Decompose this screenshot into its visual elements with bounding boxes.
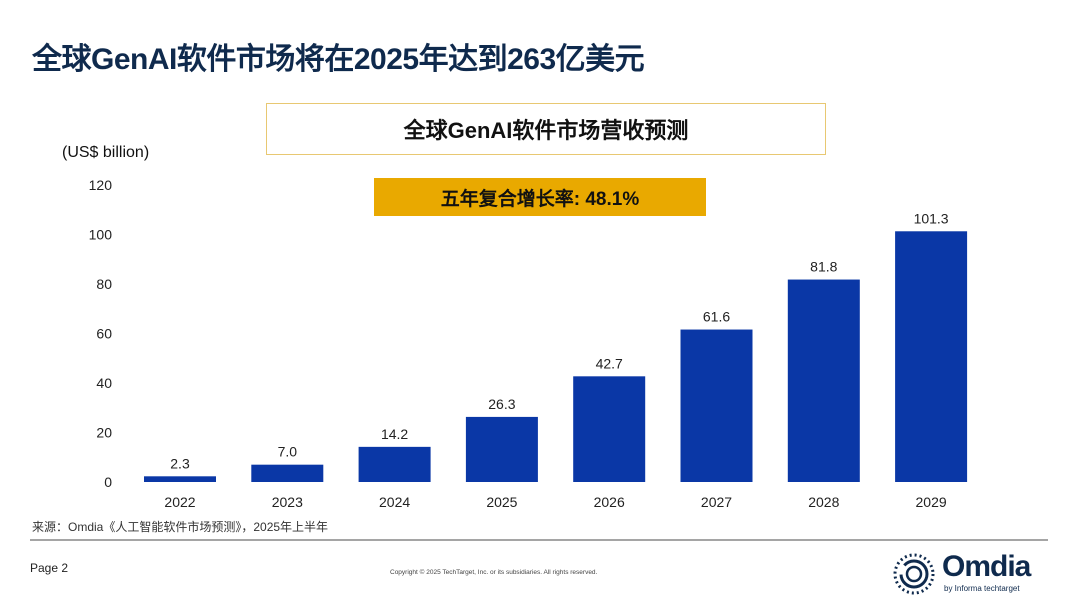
bar-2023 xyxy=(251,464,324,482)
data-label: 26.3 xyxy=(488,396,515,412)
logo-wordmark: Omdia xyxy=(942,550,1031,583)
footer-divider xyxy=(30,539,1048,541)
y-tick-label: 20 xyxy=(96,425,112,441)
bar-2027 xyxy=(680,329,753,482)
x-tick-label: 2025 xyxy=(486,494,517,510)
bar-chart: 0 20 40 60 80 100 120 2.3 2022 7.0 2023 14.2 2024 26.… xyxy=(89,177,968,510)
x-tick-label: 2028 xyxy=(808,494,839,510)
y-tick-label: 0 xyxy=(104,474,112,490)
x-tick-label: 2029 xyxy=(916,494,947,510)
data-label: 2.3 xyxy=(170,455,190,471)
y-tick-label: 120 xyxy=(89,177,113,193)
x-tick-label: 2024 xyxy=(379,494,410,510)
slide-title: 全球GenAI软件市场将在2025年达到263亿美元 xyxy=(32,43,645,76)
y-tick-label: 60 xyxy=(96,326,112,342)
x-tick-label: 2026 xyxy=(594,494,625,510)
data-label: 7.0 xyxy=(278,444,298,460)
y-tick-label: 100 xyxy=(89,227,113,243)
bar-2028 xyxy=(787,279,860,482)
x-tick-label: 2027 xyxy=(701,494,732,510)
data-label: 81.8 xyxy=(810,259,837,275)
data-label: 14.2 xyxy=(381,426,408,442)
x-tick-label: 2023 xyxy=(272,494,303,510)
y-tick-label: 80 xyxy=(96,276,112,292)
bar-2025 xyxy=(465,416,538,482)
data-label: 101.3 xyxy=(914,210,949,226)
chart-title: 全球GenAI软件市场营收预测 xyxy=(266,103,826,155)
bar-2022 xyxy=(144,476,216,482)
y-tick-label: 40 xyxy=(96,375,112,391)
bar-2024 xyxy=(358,446,431,482)
bar-2026 xyxy=(573,376,646,482)
source-note: 来源：Omdia《人工智能软件市场预测》，2025年上半年 xyxy=(32,520,329,534)
bar-2029 xyxy=(895,231,968,482)
cagr-badge: 五年复合增长率: 48.1% xyxy=(374,178,706,216)
copyright-text: Copyright © 2025 TechTarget, Inc. or its… xyxy=(390,569,598,576)
logo-byline: by Informa techtarget xyxy=(944,584,1020,593)
data-label: 42.7 xyxy=(596,355,623,371)
omdia-logo-icon xyxy=(893,553,935,595)
x-tick-label: 2022 xyxy=(164,494,195,510)
page-number: Page 2 xyxy=(30,561,69,575)
y-axis-unit-label: (US$ billion) xyxy=(62,144,150,161)
data-label: 61.6 xyxy=(703,309,730,325)
